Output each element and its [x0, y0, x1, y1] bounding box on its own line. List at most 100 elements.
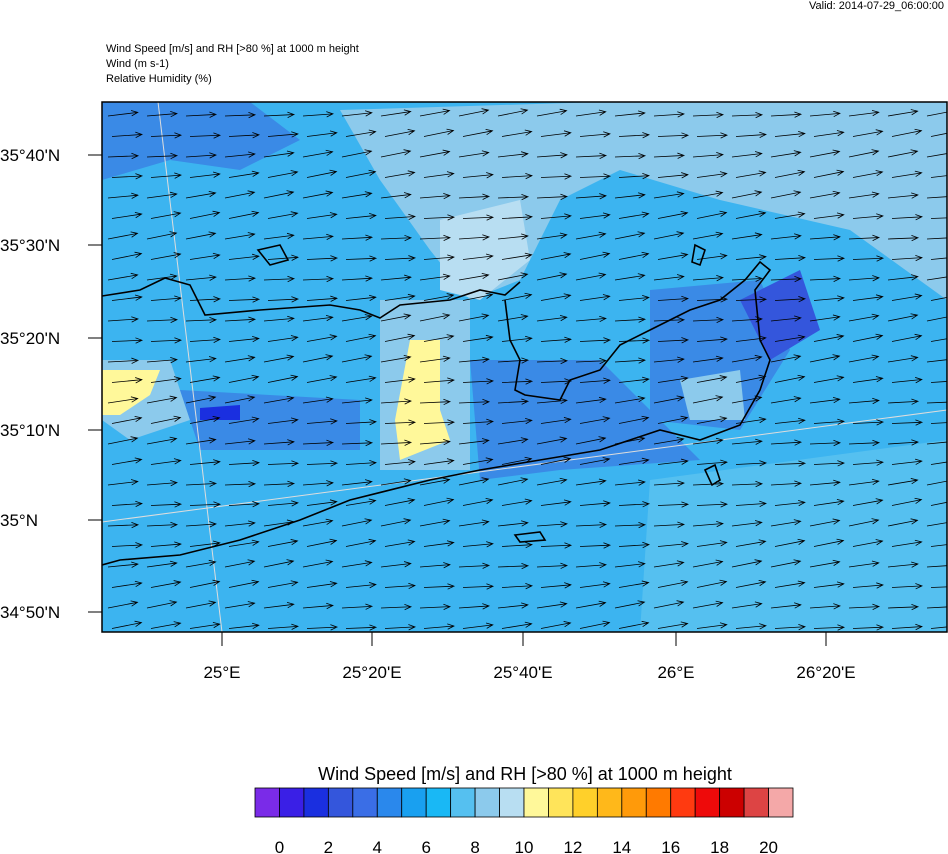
wind-arrow: [150, 621, 182, 629]
wind-arrow: [345, 333, 377, 342]
wind-arrow: [579, 337, 611, 344]
wind-arrow: [731, 601, 763, 609]
wind-arrow: [887, 439, 919, 446]
wind-arrow: [458, 356, 490, 363]
wind-arrow: [384, 539, 416, 547]
wind-arrow: [774, 211, 806, 219]
wind-arrow: [267, 500, 299, 507]
wind-arrow: [887, 234, 920, 242]
wind-arrow: [306, 581, 338, 588]
coastline: [102, 243, 772, 566]
wind-arrow: [926, 111, 947, 117]
wind-arrow: [852, 459, 884, 466]
wind-arrow: [228, 501, 260, 508]
wind-arrow: [692, 600, 724, 609]
wind-arrow: [224, 111, 257, 119]
wind-arrow: [224, 601, 256, 609]
wind-arrow: [185, 111, 217, 118]
wind-arrow: [579, 542, 611, 549]
wind-arrow: [107, 521, 140, 529]
wind-arrow: [618, 620, 650, 629]
wind-arrow: [731, 316, 763, 323]
wind-arrow: [111, 173, 143, 180]
wind-arrow: [540, 336, 572, 343]
wind-arrow: [146, 436, 178, 445]
wind-arrow: [852, 333, 884, 342]
wind-arrow: [384, 213, 416, 220]
wind-arrow: [419, 477, 451, 486]
wind-arrow: [150, 415, 182, 424]
wind-arrow: [189, 252, 221, 260]
colorbar-box: [499, 787, 525, 818]
colorbar-box: [474, 787, 500, 818]
wind-arrow: [657, 458, 689, 465]
wind-arrow: [926, 565, 947, 568]
wind-arrow: [848, 560, 880, 568]
wind-arrow: [150, 295, 182, 302]
wind-arrow: [306, 212, 338, 219]
wind-arrow: [813, 460, 845, 467]
wind-arrow: [536, 562, 568, 569]
wind-arrow: [263, 395, 295, 404]
wind-arrow: [419, 398, 451, 406]
wind-arrow: [107, 316, 139, 323]
wind-arrow: [614, 521, 647, 529]
wind-arrow: [302, 518, 334, 527]
wind-arrow: [341, 603, 373, 610]
wind-arrow: [887, 603, 920, 611]
colorbar-label: 6: [421, 838, 430, 854]
lat-label: 34°50'N: [0, 603, 60, 622]
wind-arrow: [852, 170, 884, 178]
wind-arrow: [189, 375, 221, 383]
colorbar-box: [254, 787, 280, 818]
wind-arrow: [185, 356, 217, 363]
wind-arrow: [692, 559, 724, 568]
wind-arrow: [384, 293, 416, 301]
wind-arrow: [926, 401, 947, 404]
wind-arrow: [458, 108, 490, 117]
wind-arrow: [458, 438, 490, 445]
wind-arrow: [189, 459, 221, 466]
wind-arrow: [696, 253, 728, 260]
wind-arrow: [501, 498, 533, 506]
wind-arrow: [653, 111, 685, 118]
wind-arrow: [306, 538, 338, 547]
wind-arrow: [302, 396, 334, 404]
wind-arrow: [848, 275, 880, 282]
wind-arrow: [150, 458, 182, 465]
wind-arrow: [462, 253, 494, 260]
wind-arrow: [579, 294, 611, 301]
wind-arrow: [462, 418, 494, 425]
wind-arrow: [224, 232, 256, 240]
wind-arrow: [575, 478, 607, 486]
wind-arrow: [267, 296, 299, 303]
colorbar-box: [523, 787, 549, 818]
wind-arrow: [536, 601, 568, 609]
wind-arrow: [614, 273, 646, 281]
wind-arrow: [384, 582, 416, 590]
wind-arrow: [501, 252, 533, 260]
wind-arrow: [774, 460, 807, 467]
wind-arrow: [926, 441, 947, 445]
wind-arrow: [692, 437, 724, 445]
wind-arrow: [731, 559, 763, 568]
wind-arrow: [887, 561, 919, 568]
wind-arrow: [423, 293, 455, 301]
wind-arrow: [458, 477, 490, 486]
wind-arrow: [111, 251, 143, 260]
wind-arrow: [341, 518, 373, 527]
wind-arrow: [423, 458, 455, 465]
wind-arrow: [653, 600, 685, 609]
wind-arrow: [458, 150, 490, 158]
wind-arrow: [302, 559, 334, 568]
wind-arrow: [228, 374, 260, 383]
colorbar-label: 14: [612, 838, 631, 854]
wind-arrow: [653, 274, 685, 281]
wind-arrow: [384, 170, 416, 178]
wind-arrow: [770, 275, 803, 283]
field-region: [680, 370, 745, 420]
wind-arrow: [774, 580, 806, 588]
wind-arrow: [657, 579, 689, 588]
wind-arrow: [540, 456, 572, 465]
wind-arrow: [848, 439, 880, 447]
